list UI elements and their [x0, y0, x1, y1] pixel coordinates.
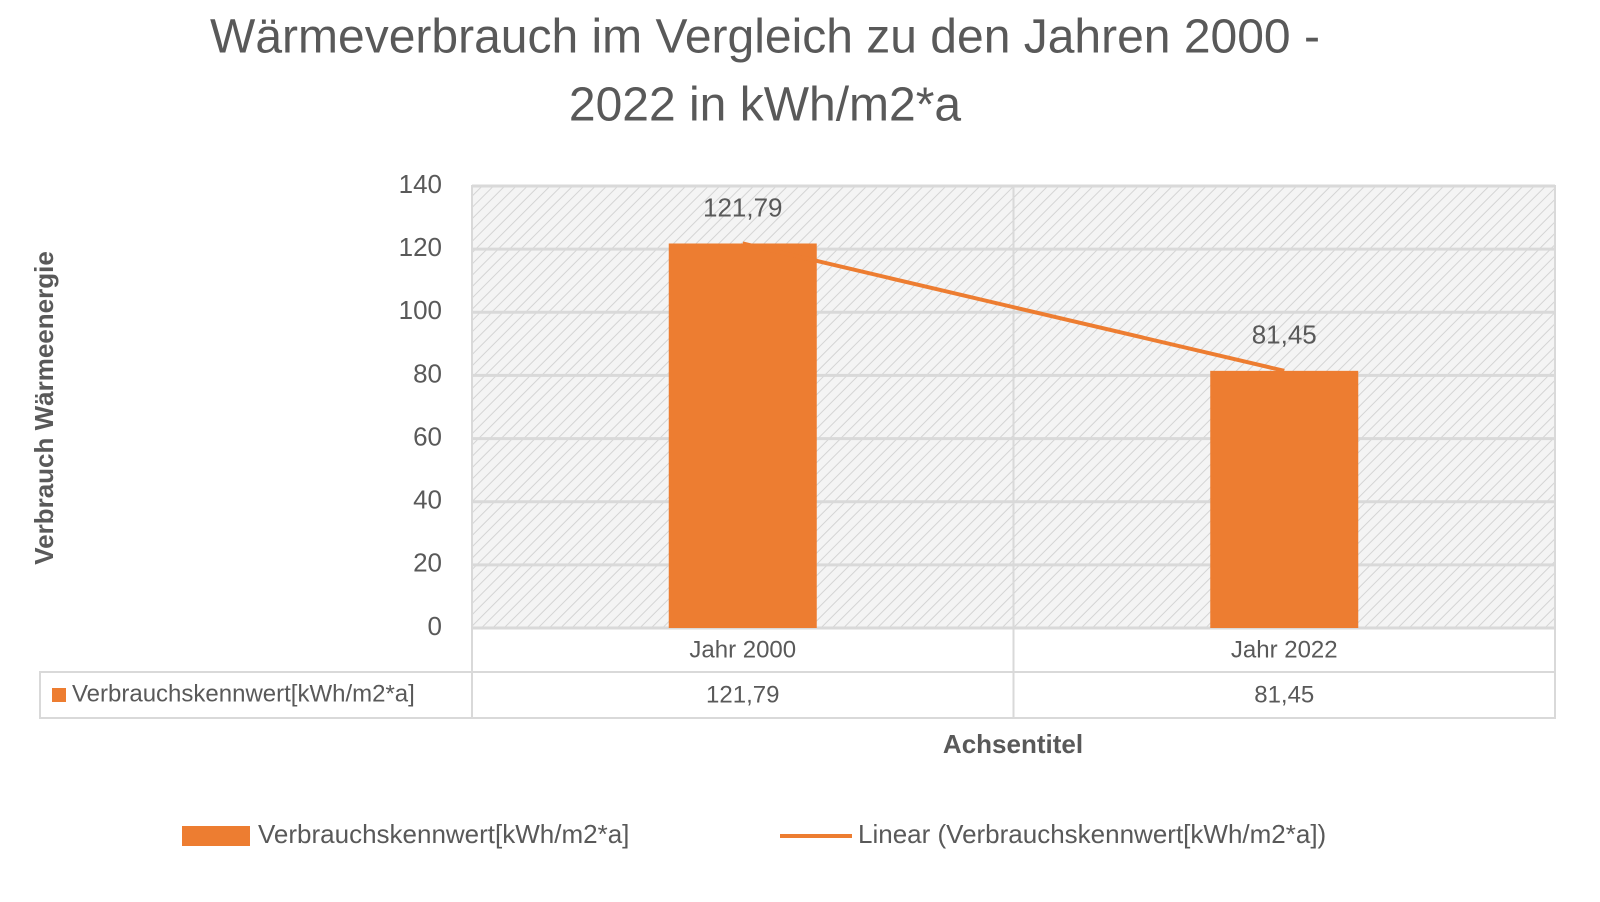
y-tick-label: 140 — [399, 169, 442, 199]
legend-swatch — [182, 826, 250, 846]
y-tick-label: 120 — [399, 232, 442, 262]
chart-title: Wärmeverbrauch im Vergleich zu den Jahre… — [210, 11, 1320, 64]
data-label: 81,45 — [1252, 320, 1317, 350]
data-label: 121,79 — [703, 192, 783, 222]
bar — [1210, 370, 1359, 628]
chart-title: 2022 in kWh/m2*a — [569, 79, 962, 132]
table-legend-key — [52, 688, 66, 702]
y-tick-label: 80 — [413, 358, 442, 388]
y-tick-label: 60 — [413, 421, 442, 451]
y-tick-label: 100 — [399, 295, 442, 325]
y-tick-label: 40 — [413, 485, 442, 515]
legend-label: Verbrauchskennwert[kWh/m2*a] — [258, 819, 629, 849]
y-tick-label: 20 — [413, 548, 442, 578]
bar — [668, 243, 817, 628]
x-tick-label: Jahr 2000 — [689, 636, 796, 663]
y-axis-title: Verbrauch Wärmeenergie — [29, 251, 59, 565]
table-value: 121,79 — [706, 681, 779, 708]
table-value: 81,45 — [1254, 681, 1314, 708]
y-tick-label: 0 — [428, 611, 442, 641]
x-axis-title: Achsentitel — [943, 729, 1083, 759]
legend-label: Linear (Verbrauchskennwert[kWh/m2*a]) — [858, 819, 1326, 849]
x-tick-label: Jahr 2022 — [1231, 636, 1338, 663]
trendline — [742, 241, 1285, 373]
table-series-name: Verbrauchskennwert[kWh/m2*a] — [72, 680, 415, 707]
